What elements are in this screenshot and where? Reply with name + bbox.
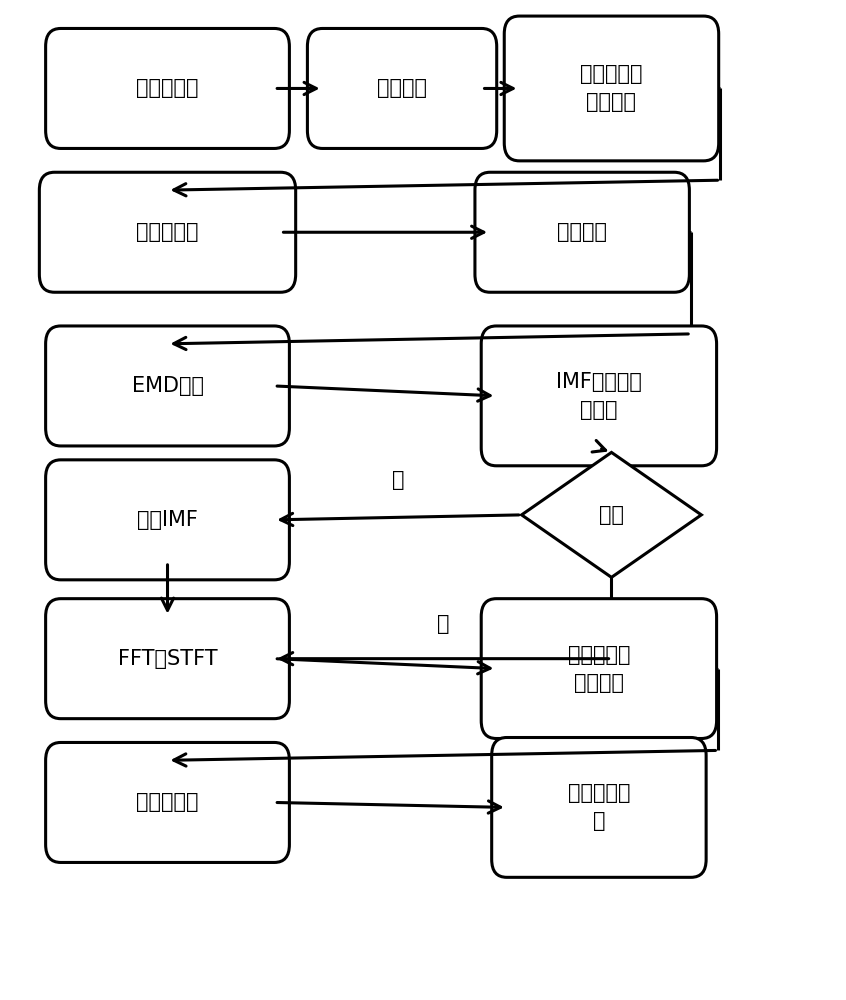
Text: 输入端、输
出端确定: 输入端、输 出端确定 [580, 64, 643, 112]
Text: 设置滤波器: 设置滤波器 [136, 222, 199, 242]
Text: 裂纹结果输
出: 裂纹结果输 出 [568, 783, 630, 831]
Text: FFT、STFT: FFT、STFT [118, 649, 217, 669]
Text: 频谱分析: 频谱分析 [377, 78, 427, 98]
Text: 是: 是 [392, 470, 404, 490]
Text: 传感器安装: 传感器安装 [136, 78, 199, 98]
Polygon shape [522, 452, 701, 577]
Text: EMD分解: EMD分解 [131, 376, 204, 396]
FancyBboxPatch shape [504, 16, 719, 161]
Text: 匹配: 匹配 [599, 505, 624, 525]
FancyBboxPatch shape [307, 28, 497, 148]
FancyBboxPatch shape [46, 28, 289, 148]
FancyBboxPatch shape [40, 172, 295, 292]
FancyBboxPatch shape [46, 326, 289, 446]
FancyBboxPatch shape [475, 172, 689, 292]
FancyBboxPatch shape [46, 742, 289, 862]
FancyBboxPatch shape [481, 599, 717, 738]
Text: IMF与倍频信
号匹配: IMF与倍频信 号匹配 [556, 372, 642, 420]
FancyBboxPatch shape [481, 326, 717, 466]
Text: 降噪处理: 降噪处理 [558, 222, 607, 242]
Text: 否: 否 [437, 614, 449, 634]
FancyBboxPatch shape [46, 460, 289, 580]
Text: 对比数据库: 对比数据库 [136, 792, 199, 812]
Text: 能量分布、
阻带分析: 能量分布、 阻带分析 [568, 645, 630, 693]
Text: 减去IMF: 减去IMF [137, 510, 198, 530]
FancyBboxPatch shape [492, 738, 706, 877]
FancyBboxPatch shape [46, 599, 289, 719]
